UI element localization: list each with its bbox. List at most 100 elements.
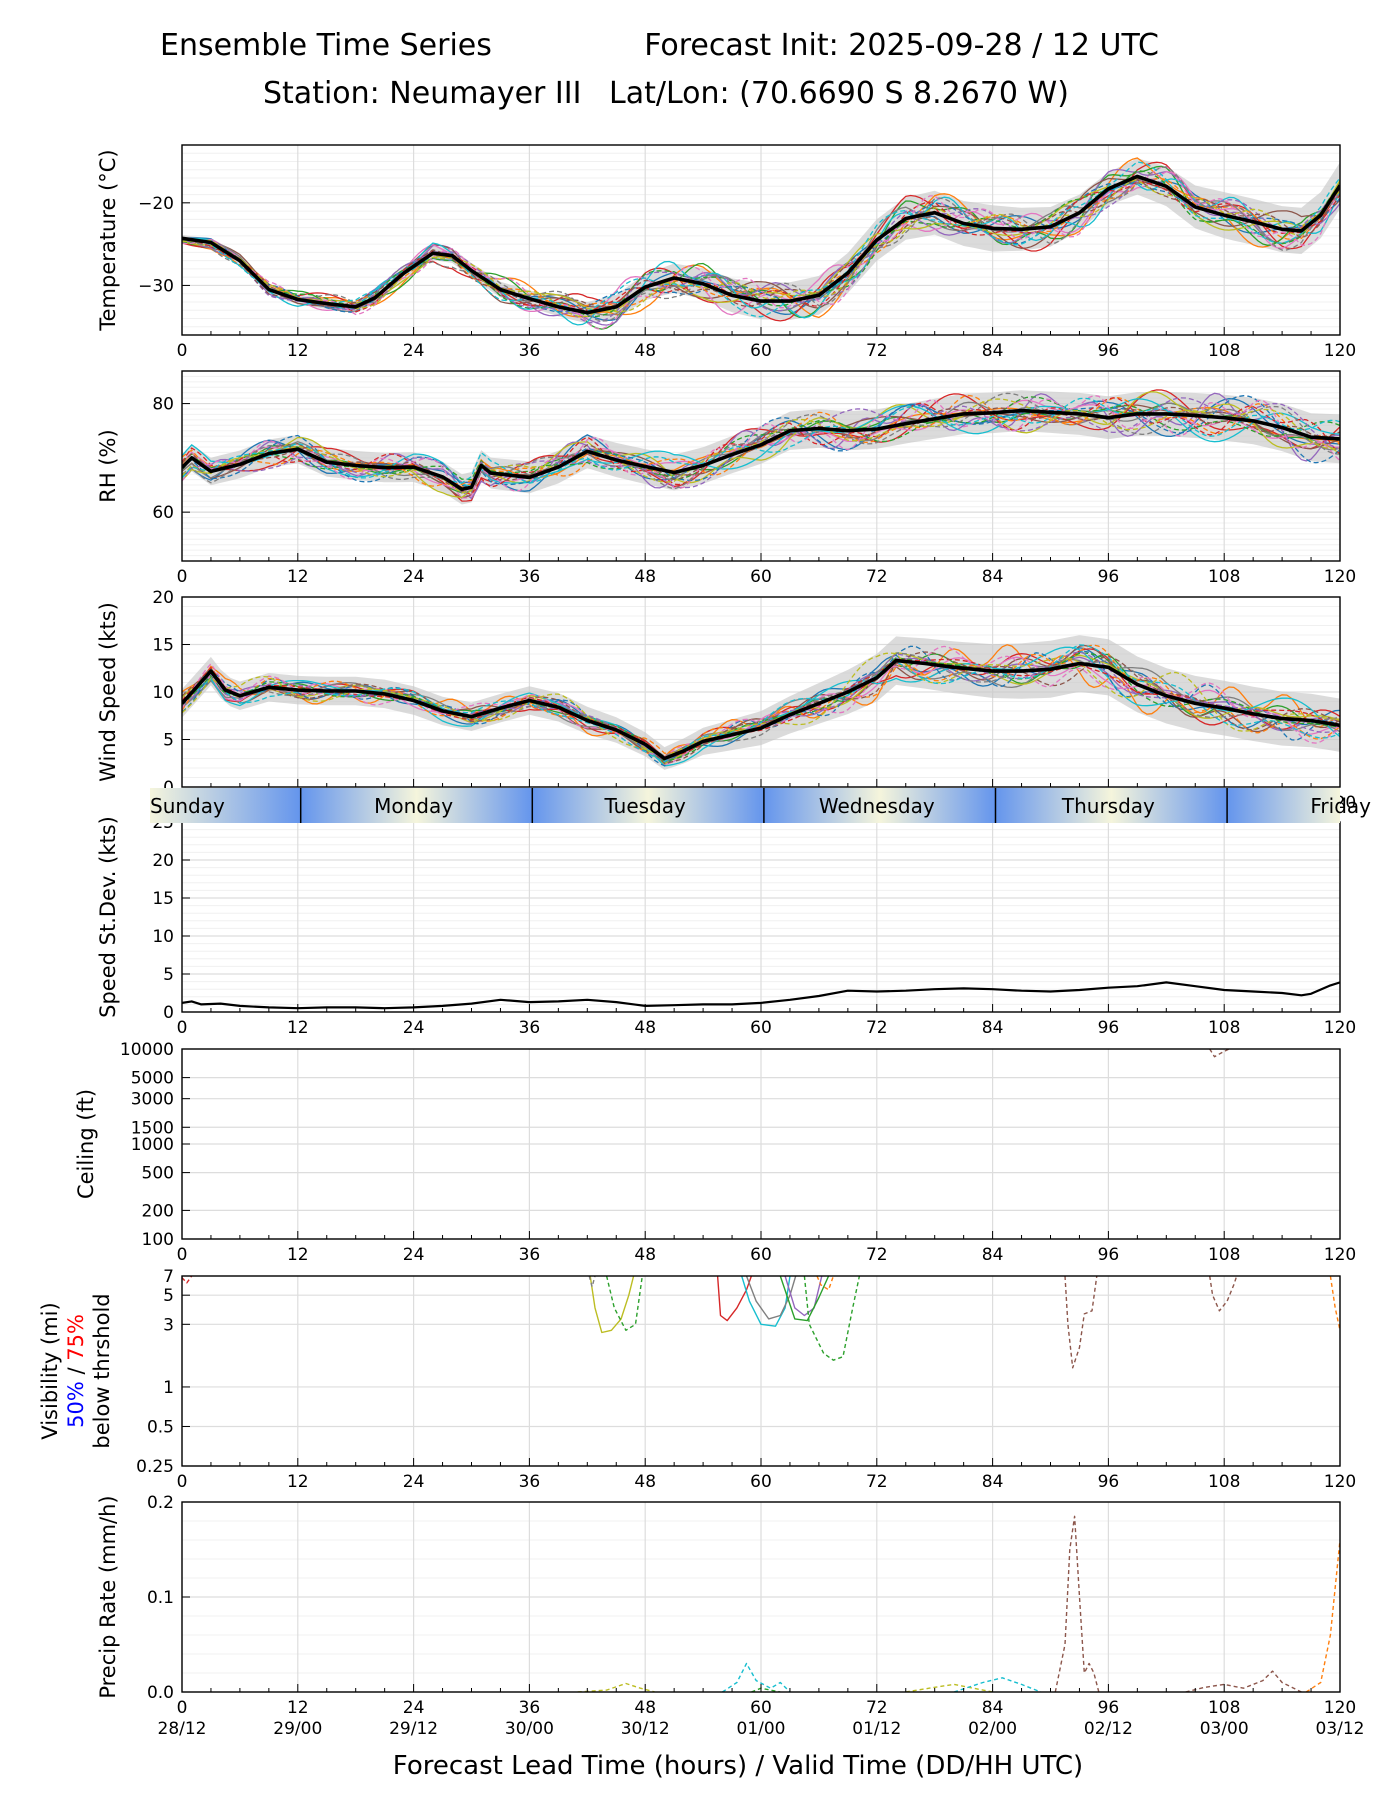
x-tick-label: 24 [403, 1245, 425, 1265]
ensemble-member-line [588, 1276, 596, 1288]
x-tick-label: 120 [1324, 567, 1356, 587]
valid-time-label: 02/12 [1084, 1719, 1133, 1739]
ensemble-member-line [182, 658, 1340, 760]
ensemble-member-line [182, 398, 1340, 488]
x-tick-label: 120 [1324, 341, 1356, 361]
y-tick-label: 10000 [120, 1040, 174, 1060]
panels-layer: −30−200 12 24 36 48 60 72 84 96 108 120Temperature… [38, 144, 1365, 1739]
ensemble-member-line [577, 1682, 655, 1692]
x-tick-label: 24 [403, 567, 425, 587]
day-segment [1227, 788, 1340, 823]
day-label: Friday [1310, 794, 1371, 818]
x-tick-label: 108 [1208, 1472, 1240, 1492]
x-tick-label: 96 [1098, 1018, 1120, 1038]
x-tick-label: 96 [1098, 567, 1120, 587]
panel-temperature: −30 −20 0 12 24 36 48 60 72 84 96 108 120 Temperature… [96, 144, 1356, 361]
x-tick-label: 120 [1324, 1245, 1356, 1265]
valid-time-label: 29/12 [389, 1719, 438, 1739]
x-tick-label: 12 [287, 1472, 309, 1492]
x-tick-label: 60 [750, 567, 772, 587]
x-tick-label: 48 [634, 341, 656, 361]
x-tick-label: 24 [403, 341, 425, 361]
chart-title-right: Forecast Init: 2025-09-28 / 12 UTC [644, 28, 1159, 63]
plot-area-visibility [182, 1276, 1340, 1369]
day-label: Wednesday [819, 794, 935, 818]
ensemble-member-line [1185, 1670, 1302, 1692]
x-tick-label: 48 [634, 567, 656, 587]
y-tick-label: 5 [163, 965, 174, 985]
y-tick-label: 5 [163, 1286, 174, 1306]
y-axis-label: RH (%) [96, 429, 120, 502]
x-tick-label: 12 [287, 341, 309, 361]
x-tick-label: 24 [403, 1018, 425, 1038]
ensemble-member-line [784, 1276, 823, 1317]
x-tick-label: 12 [287, 1245, 309, 1265]
station-title: Station: Neumayer III [263, 76, 582, 111]
ensemble-member-line [182, 398, 1340, 494]
y-axis-label: Wind Speed (kts) [96, 602, 120, 782]
plot-area-rh [182, 389, 1340, 505]
x-tick-label: 96 [1098, 341, 1120, 361]
x-tick-label: 96 [1098, 1245, 1120, 1265]
x-tick-label: 60 [750, 1698, 772, 1718]
day-label: Monday [374, 794, 453, 818]
y-axis-label: Precip Rate (mm/h) [96, 1495, 120, 1698]
valid-time-label: 29/00 [273, 1719, 322, 1739]
x-tick-label: 12 [287, 567, 309, 587]
ensemble-mean-line [182, 981, 1340, 1010]
y-tick-label: 60 [152, 503, 174, 523]
x-tick-label: 84 [982, 567, 1004, 587]
x-tick-label: 96 [1098, 1472, 1120, 1492]
ensemble-member-line [182, 392, 1340, 494]
x-tick-label: 72 [866, 341, 888, 361]
ensemble-member-line [745, 1276, 797, 1320]
x-tick-label: 36 [519, 1245, 541, 1265]
y-tick-label: 0.5 [147, 1417, 174, 1437]
x-tick-label: 0 [177, 1018, 188, 1038]
ensemble-mean-line [182, 174, 1340, 315]
x-tick-label: 12 [287, 1698, 309, 1718]
x-tick-label: 60 [750, 1018, 772, 1038]
x-tick-label: 72 [866, 567, 888, 587]
y-tick-label: 1000 [131, 1135, 174, 1155]
x-tick-label: 24 [403, 1698, 425, 1718]
ensemble-member-line [1209, 1276, 1238, 1312]
ensemble-member-line [182, 177, 1340, 310]
x-tick-label: 60 [750, 1472, 772, 1492]
x-tick-label: 108 [1208, 1018, 1240, 1038]
valid-time-label: 01/00 [737, 1719, 786, 1739]
x-tick-label: 36 [519, 341, 541, 361]
ensemble-member-line [182, 1276, 193, 1284]
ensemble-member-line [182, 179, 1340, 318]
y-tick-label: 0.0 [147, 1683, 174, 1703]
y-tick-label: 1 [163, 1378, 174, 1398]
y-tick-label: 3 [163, 1315, 174, 1335]
x-tick-label: 36 [519, 1018, 541, 1038]
ensemble-member-line [182, 397, 1340, 496]
y-tick-label: 10 [152, 927, 174, 947]
x-tick-label: 84 [982, 1245, 1004, 1265]
y-tick-label: 0.1 [147, 1588, 174, 1608]
y-tick-label: −30 [138, 276, 174, 296]
plot-area-wind [182, 635, 1340, 770]
y-tick-label: 20 [152, 588, 174, 608]
x-tick-label: 84 [982, 1698, 1004, 1718]
ensemble-member-line [1305, 1539, 1340, 1692]
valid-time-label: 28/12 [158, 1719, 207, 1739]
x-tick-label: 0 [177, 1245, 188, 1265]
x-tick-label: 60 [750, 1245, 772, 1265]
y-tick-label: 20 [152, 851, 174, 871]
ensemble-member-line [905, 1683, 993, 1692]
x-tick-label: 72 [866, 1698, 888, 1718]
panel-rh: 60 80 0 12 24 36 48 60 72 84 96 108 120 RH (%) [96, 370, 1356, 587]
y-tick-label: 3000 [131, 1090, 174, 1110]
panel-visibility: 0.25 0.5 1 3 57 0 12 24 36 48 60 72 84 96 108 120 Visibi… [38, 1267, 1356, 1492]
pct-separator: / [64, 1361, 88, 1381]
y-tick-label: 10 [152, 683, 174, 703]
x-tick-label: 24 [403, 1472, 425, 1492]
panel-wind: 0510152001224364860728496108120Wind Spee… [96, 588, 1356, 813]
ensemble-member-line [803, 1276, 861, 1361]
y-axis-label-visibility: Visibility (mi) 50% / 75% below thrshold [38, 1293, 114, 1448]
